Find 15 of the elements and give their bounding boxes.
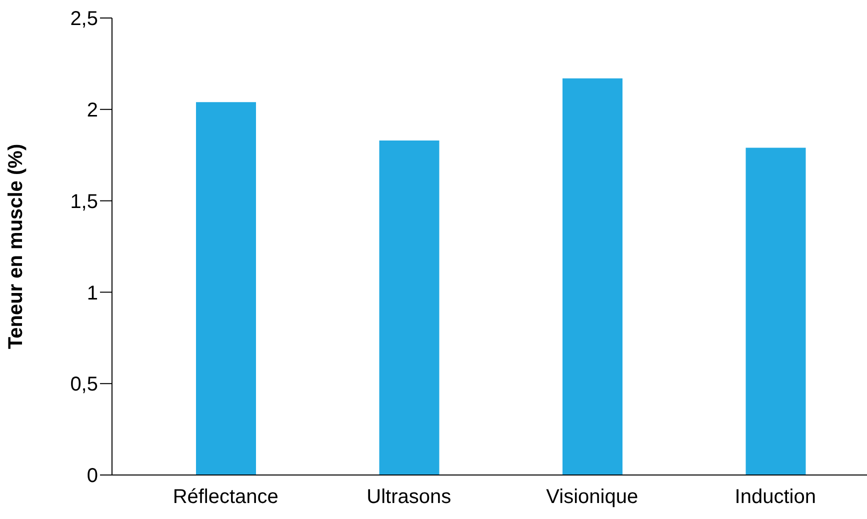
bar (379, 140, 440, 475)
y-tick-label: 2 (86, 100, 98, 122)
x-tick-label: Ultrasons (366, 486, 452, 508)
x-tick-label: Visionique (546, 486, 638, 508)
y-tick-label: 1,5 (70, 190, 98, 213)
bar (196, 102, 256, 475)
y-tick-label: 2,5 (70, 8, 98, 30)
x-tick-label: Réflectance (172, 486, 278, 508)
bar (746, 148, 806, 475)
y-axis-title: Teneur en muscle (%) (5, 144, 28, 350)
y-tick-label: 1 (86, 282, 98, 304)
y-tick-label: 0,5 (70, 374, 98, 396)
bar (562, 78, 622, 475)
y-tick-label: 0 (86, 465, 98, 488)
x-tick-label: Induction (734, 486, 816, 508)
